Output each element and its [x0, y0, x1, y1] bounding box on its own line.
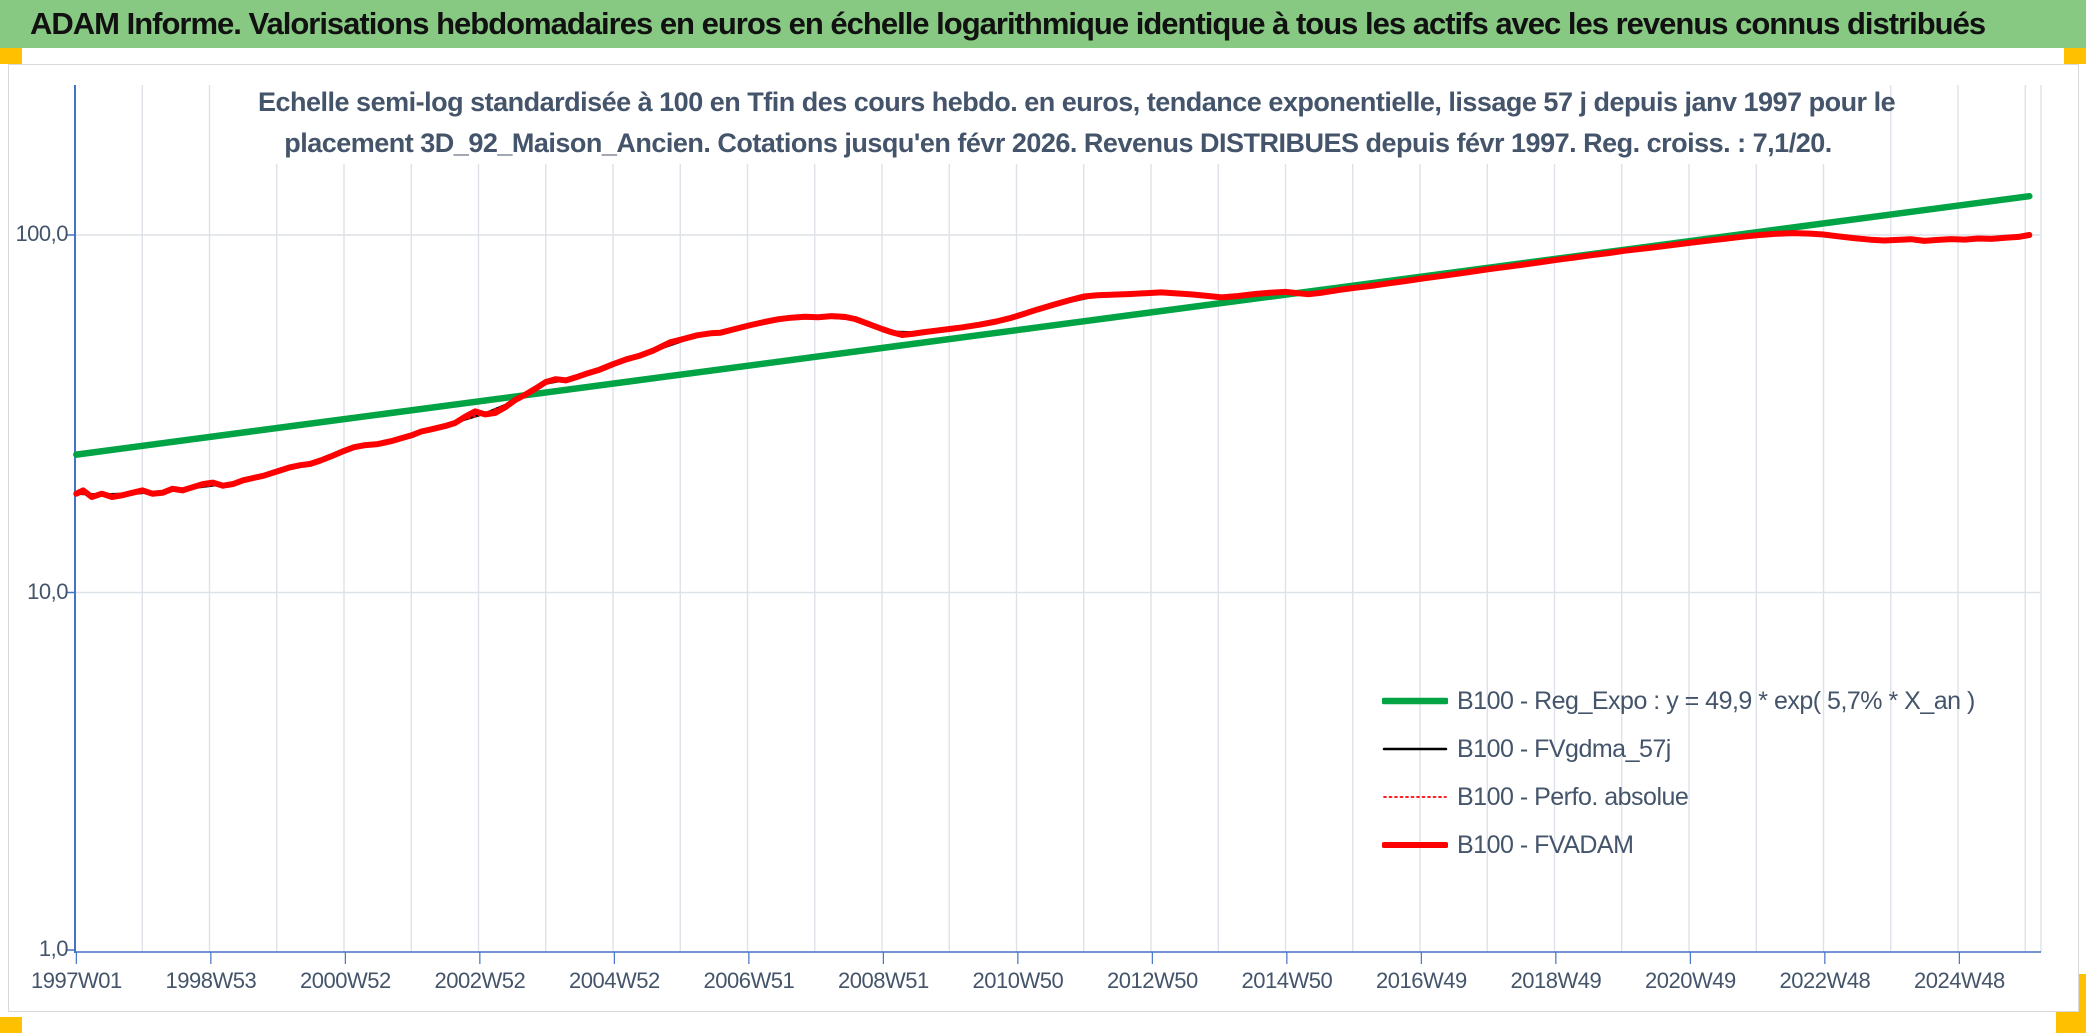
x-tick-label: 2002W52 [434, 968, 526, 993]
x-tick-label: 2024W48 [1914, 968, 2005, 993]
x-tick-label: 2004W52 [569, 968, 660, 993]
yellow-corner-bottom-right [2056, 1010, 2086, 1033]
x-tick-label: 2012W50 [1107, 968, 1198, 993]
x-tick-label: 2016W49 [1376, 968, 1467, 993]
x-tick-label: 1997W01 [31, 968, 122, 993]
legend-label: B100 - FVADAM [1457, 830, 1634, 859]
legend-label: B100 - Perfo. absolue [1457, 782, 1689, 811]
chart-legend: B100 - Reg_Expo : y = 49,9 * exp( 5,7% *… [1382, 677, 1975, 869]
x-tick-label: 2020W49 [1645, 968, 1736, 993]
yellow-right-strip [2078, 974, 2086, 1033]
chart-title-line1: Echelle semi-log standardisée à 100 en T… [258, 87, 1896, 117]
y-tick-label: 100,0 [15, 221, 68, 246]
x-tick-label: 2006W51 [703, 968, 795, 993]
x-tick-label: 2018W49 [1510, 968, 1602, 993]
x-tick-label: 2010W50 [972, 968, 1064, 993]
legend-label: B100 - FVgdma_57j [1457, 734, 1671, 763]
legend-item: B100 - FVADAM [1382, 821, 1975, 869]
chart-title: Echelle semi-log standardisée à 100 en T… [258, 82, 1896, 164]
legend-swatch-line [1382, 747, 1448, 751]
yellow-corner-top-right [2064, 48, 2086, 64]
header-bar: ADAM Informe. Valorisations hebdomadaire… [0, 0, 2086, 48]
legend-item: B100 - FVgdma_57j [1382, 725, 1975, 773]
legend-swatch-line [1382, 697, 1448, 705]
chart-title-line2: placement 3D_92_Maison_Ancien. Cotations… [284, 128, 1832, 158]
legend-item: B100 - Reg_Expo : y = 49,9 * exp( 5,7% *… [1382, 677, 1975, 725]
x-tick-label: 2014W50 [1241, 968, 1333, 993]
chart-area [8, 64, 2079, 1012]
header-title: ADAM Informe. Valorisations hebdomadaire… [30, 6, 1986, 41]
y-tick-label: 10,0 [27, 578, 68, 604]
x-tick-label: 2022W48 [1779, 968, 1871, 993]
yellow-corner-top-left [0, 48, 22, 64]
x-tick-label: 1998W53 [165, 968, 257, 993]
legend-label: B100 - Reg_Expo : y = 49,9 * exp( 5,7% *… [1457, 686, 1975, 715]
legend-swatch-line [1382, 842, 1448, 848]
legend-item: B100 - Perfo. absolue [1382, 773, 1975, 821]
y-tick-label: 1,0 [38, 936, 69, 961]
x-tick-label: 2008W51 [838, 968, 929, 993]
legend-swatch-line [1383, 796, 1447, 798]
yellow-corner-bottom-left [0, 1017, 22, 1033]
x-tick-label: 2000W52 [300, 968, 391, 993]
